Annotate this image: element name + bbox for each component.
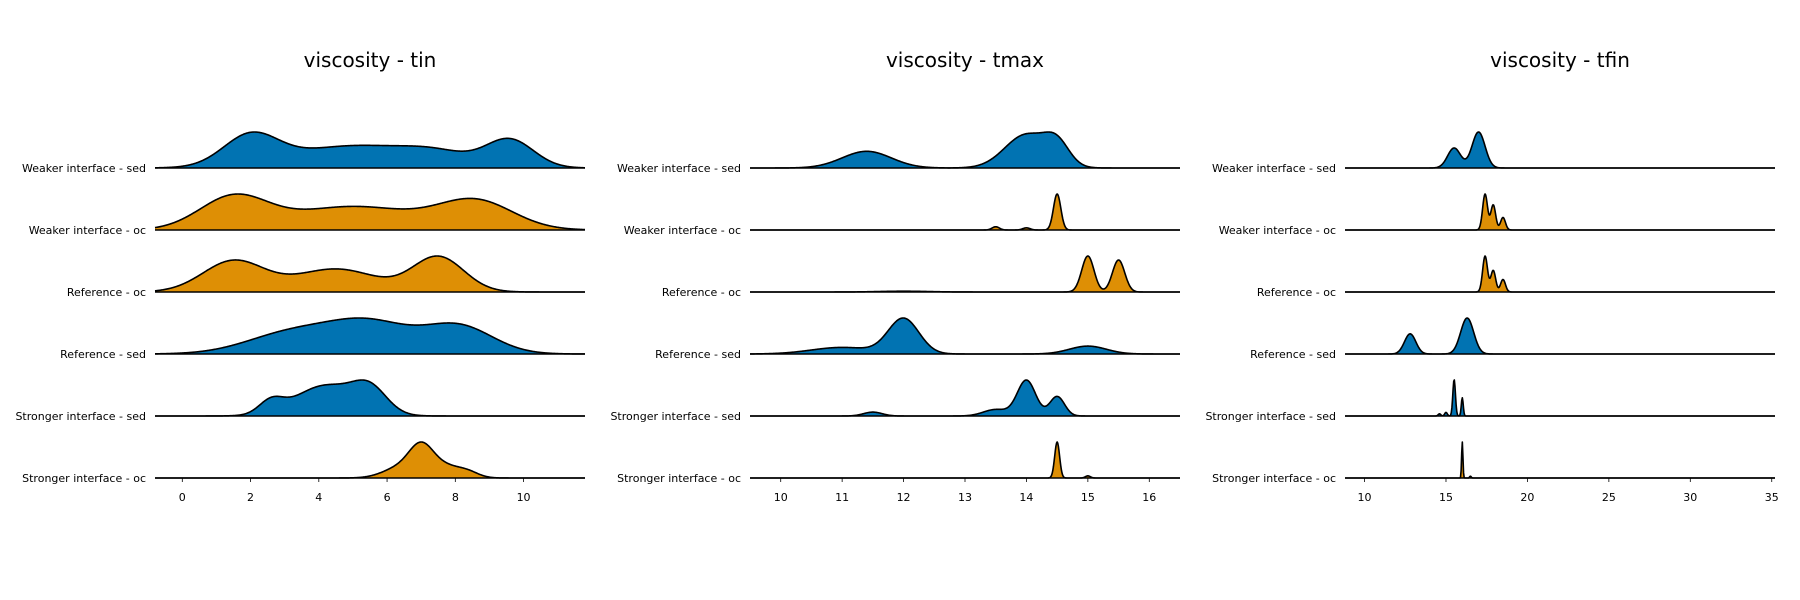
density-fill-oc [155, 194, 585, 230]
density-fill-oc [750, 194, 1180, 230]
density-outline [1344, 379, 1776, 417]
x-tick-label: 30 [1683, 491, 1697, 504]
row-label: Stronger interface - sed [610, 410, 741, 423]
density-fill-oc [1345, 256, 1775, 292]
x-tick-label: 12 [897, 491, 911, 504]
x-tick-label: 13 [958, 491, 972, 504]
ridge-row: Weaker interface - oc [29, 193, 586, 237]
x-tick-label: 0 [179, 491, 186, 504]
chart-panel-1: viscosity - tin Weaker interface - sed Wea… [15, 48, 586, 504]
ridge-row: Stronger interface - oc [1212, 441, 1776, 485]
ridge-row: Weaker interface - sed [22, 131, 586, 175]
row-label: Reference - oc [1257, 286, 1336, 299]
chart-panel-3: viscosity - tfin Weaker interface - sed We… [1205, 48, 1778, 504]
density-fill-oc [155, 256, 585, 292]
density-fill-oc [750, 442, 1180, 478]
row-label: Reference - oc [662, 286, 741, 299]
ridge-row: Stronger interface - sed [15, 379, 586, 423]
row-label: Reference - sed [60, 348, 146, 361]
density-outline [749, 317, 1181, 355]
row-label: Weaker interface - sed [22, 162, 146, 175]
density-fill-sed [1345, 380, 1775, 416]
density-fill-sed [1345, 132, 1775, 168]
ridge-row: Stronger interface - oc [617, 441, 1181, 485]
row-label: Weaker interface - sed [617, 162, 741, 175]
x-tick-label: 15 [1439, 491, 1453, 504]
density-fill-sed [750, 318, 1180, 354]
ridge-row: Weaker interface - sed [1212, 131, 1776, 175]
density-outline [1344, 193, 1776, 231]
panel-title: viscosity - tmax [886, 48, 1044, 72]
row-label: Stronger interface - oc [617, 472, 741, 485]
density-outline [1344, 255, 1776, 293]
ridge-row: Weaker interface - oc [624, 193, 1181, 237]
ridge-row: Stronger interface - oc [22, 441, 586, 485]
x-tick-label: 16 [1142, 491, 1156, 504]
panel-title: viscosity - tin [304, 48, 437, 72]
row-label: Reference - sed [655, 348, 741, 361]
density-fill-sed [155, 318, 585, 354]
density-fill-sed [750, 132, 1180, 168]
density-outline [749, 193, 1181, 231]
density-fill-oc [155, 442, 585, 478]
ridge-row: Reference - oc [67, 255, 586, 299]
x-tick-label: 10 [1358, 491, 1372, 504]
x-tick-label: 14 [1019, 491, 1033, 504]
density-outline [154, 193, 586, 231]
density-fill-sed [155, 380, 585, 416]
density-outline [154, 131, 586, 169]
density-outline [1344, 441, 1776, 479]
density-fill-sed [155, 132, 585, 168]
density-fill-oc [1345, 194, 1775, 230]
x-axis: 10 11 12 13 14 15 16 [774, 478, 1156, 504]
ridge-row: Weaker interface - sed [617, 131, 1181, 175]
x-tick-label: 4 [315, 491, 322, 504]
x-tick-label: 10 [517, 491, 531, 504]
ridge-row: Reference - sed [655, 317, 1181, 361]
ridge-row: Stronger interface - sed [610, 379, 1181, 423]
row-label: Stronger interface - oc [22, 472, 146, 485]
density-fill-oc [750, 256, 1180, 292]
x-tick-label: 6 [384, 491, 391, 504]
x-tick-label: 11 [835, 491, 849, 504]
density-outline [154, 441, 586, 479]
ridge-row: Stronger interface - sed [1205, 379, 1776, 423]
density-outline [1344, 131, 1776, 169]
row-label: Stronger interface - oc [1212, 472, 1336, 485]
row-label: Reference - sed [1250, 348, 1336, 361]
ridge-row: Reference - sed [60, 317, 586, 361]
x-tick-label: 20 [1520, 491, 1534, 504]
row-label: Weaker interface - oc [624, 224, 741, 237]
ridge-row: Reference - sed [1250, 317, 1776, 361]
ridge-row: Reference - oc [1257, 255, 1776, 299]
ridge-row: Reference - oc [662, 255, 1181, 299]
density-fill-sed [750, 380, 1180, 416]
x-axis: 0 2 4 6 8 10 [179, 478, 531, 504]
row-label: Stronger interface - sed [1205, 410, 1336, 423]
x-tick-label: 15 [1081, 491, 1095, 504]
x-tick-label: 8 [452, 491, 459, 504]
ridge-row: Weaker interface - oc [1219, 193, 1776, 237]
panel-title: viscosity - tfin [1490, 48, 1630, 72]
row-label: Weaker interface - sed [1212, 162, 1336, 175]
density-outline [749, 441, 1181, 479]
row-label: Weaker interface - oc [1219, 224, 1336, 237]
x-axis: 10 15 20 25 30 35 [1358, 478, 1779, 504]
density-outline [154, 317, 586, 355]
x-tick-label: 35 [1765, 491, 1779, 504]
row-label: Reference - oc [67, 286, 146, 299]
row-label: Stronger interface - sed [15, 410, 146, 423]
density-fill-oc [1345, 442, 1775, 478]
density-fill-sed [1345, 318, 1775, 354]
chart-panel-2: viscosity - tmax Weaker interface - sed We… [610, 48, 1181, 504]
x-tick-label: 10 [774, 491, 788, 504]
density-outline [749, 379, 1181, 417]
x-tick-label: 25 [1602, 491, 1616, 504]
density-outline [749, 131, 1181, 169]
x-tick-label: 2 [247, 491, 254, 504]
row-label: Weaker interface - oc [29, 224, 146, 237]
